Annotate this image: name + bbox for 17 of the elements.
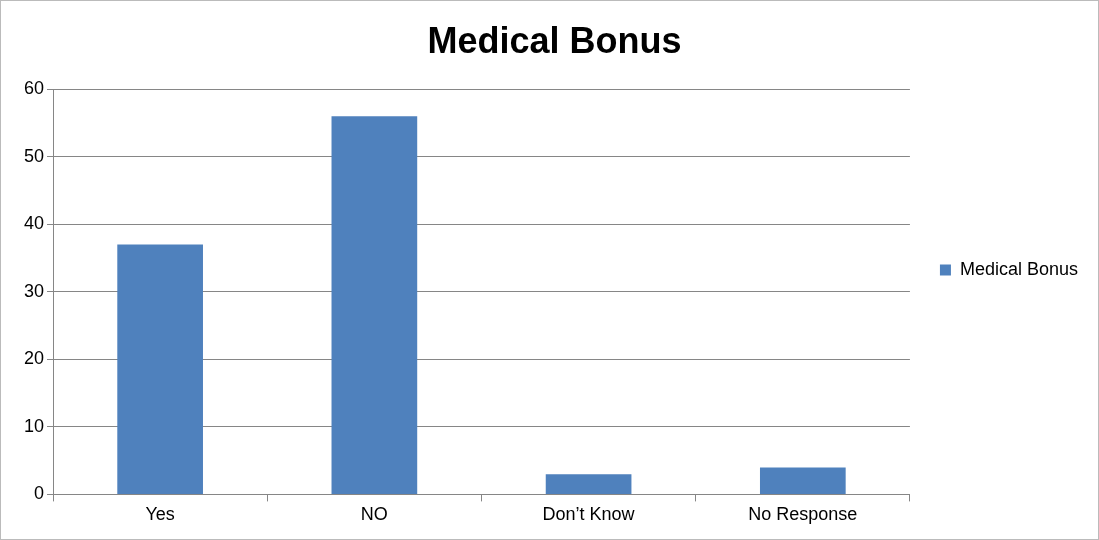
y-tick-label: 0 <box>34 483 45 504</box>
y-tick-label: 50 <box>23 145 45 166</box>
x-tick-label: Don’t Know <box>542 504 636 525</box>
legend-label: Medical Bonus <box>959 258 1079 279</box>
x-tick-label: No Response <box>748 504 858 525</box>
x-tick-label: NO <box>360 504 388 525</box>
bar <box>545 474 632 494</box>
bar <box>759 467 846 494</box>
chart-title: Medical Bonus <box>427 19 682 61</box>
bar <box>331 116 418 494</box>
x-tick-label: Yes <box>145 504 175 525</box>
y-tick-label: 40 <box>23 213 45 234</box>
y-tick-label: 60 <box>23 78 45 99</box>
y-tick-label: 20 <box>23 348 45 369</box>
y-tick-label: 10 <box>23 415 45 436</box>
y-tick-label: 30 <box>23 280 45 301</box>
bar <box>117 244 203 494</box>
